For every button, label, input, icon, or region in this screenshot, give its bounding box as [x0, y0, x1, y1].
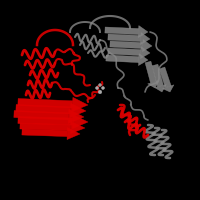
Polygon shape [148, 81, 159, 88]
Polygon shape [71, 122, 85, 134]
Polygon shape [16, 105, 71, 114]
Polygon shape [155, 85, 166, 92]
Polygon shape [163, 85, 174, 92]
Polygon shape [68, 109, 84, 123]
Polygon shape [72, 97, 88, 111]
Polygon shape [140, 47, 150, 59]
Polygon shape [106, 55, 139, 63]
Polygon shape [142, 40, 152, 52]
Polygon shape [18, 99, 73, 108]
Polygon shape [14, 111, 69, 120]
Circle shape [96, 86, 98, 90]
Polygon shape [110, 41, 143, 49]
Circle shape [98, 90, 102, 94]
Polygon shape [67, 128, 80, 140]
Polygon shape [145, 61, 156, 83]
Polygon shape [138, 54, 148, 66]
Polygon shape [138, 26, 148, 38]
Polygon shape [20, 123, 71, 131]
Polygon shape [152, 64, 163, 87]
Polygon shape [159, 67, 171, 88]
Polygon shape [72, 115, 88, 129]
Polygon shape [105, 27, 139, 35]
Polygon shape [108, 34, 141, 42]
Polygon shape [70, 103, 86, 117]
Polygon shape [108, 48, 141, 56]
Circle shape [102, 86, 104, 90]
Polygon shape [140, 33, 150, 45]
Polygon shape [22, 129, 67, 137]
Circle shape [98, 84, 102, 86]
Polygon shape [18, 117, 73, 125]
